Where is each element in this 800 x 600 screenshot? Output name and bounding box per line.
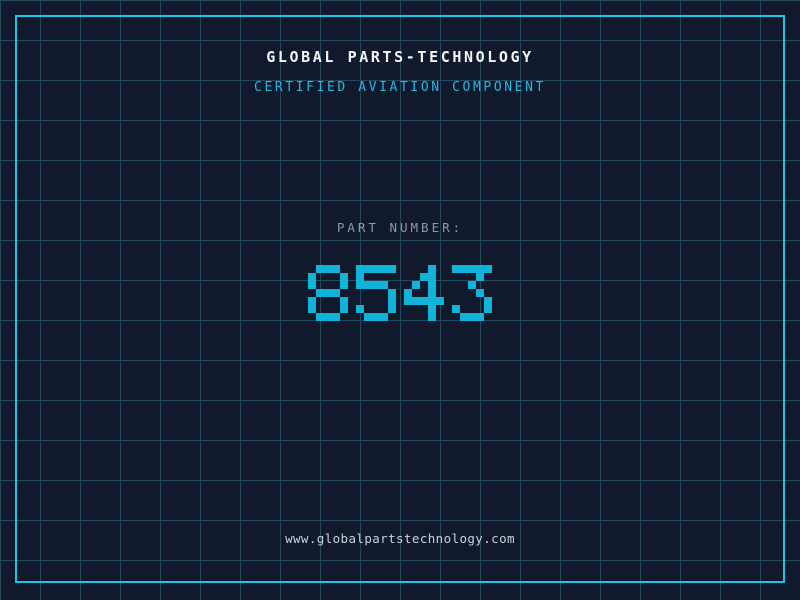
- part-number-value: [0, 265, 800, 321]
- card-subtitle: CERTIFIED AVIATION COMPONENT: [254, 80, 546, 95]
- part-number-label: PART NUMBER:: [336, 220, 464, 235]
- part-number-pixel-digits: [308, 265, 492, 321]
- page-title: GLOBAL PARTS-TECHNOLOGY: [266, 48, 534, 66]
- footer-url: www.globalpartstechnology.com: [285, 531, 515, 546]
